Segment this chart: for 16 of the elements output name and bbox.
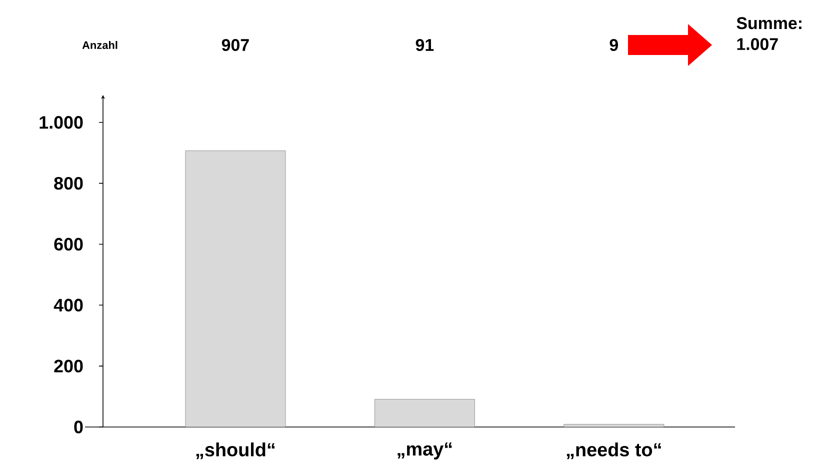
data-label: 9	[610, 38, 618, 51]
x-tick-label: „may“	[398, 442, 452, 460]
x-tick-label: „needs to“	[566, 442, 661, 460]
bar	[374, 399, 475, 427]
data-label: 91	[416, 38, 434, 51]
y-tick-label: 600	[54, 238, 83, 251]
data-label: 907	[222, 38, 249, 51]
y-tick-label: 0	[74, 420, 83, 434]
x-tick-label: „should“	[196, 442, 275, 460]
y-tick-label: 400	[54, 298, 83, 312]
y-tick-label: 200	[54, 360, 83, 372]
text: Anzahl	[82, 40, 118, 50]
bar	[185, 150, 286, 427]
y-tick-label: 1.000	[40, 116, 83, 129]
y-tick-label: 800	[54, 176, 83, 190]
text: Summe: 1.007	[736, 17, 802, 50]
